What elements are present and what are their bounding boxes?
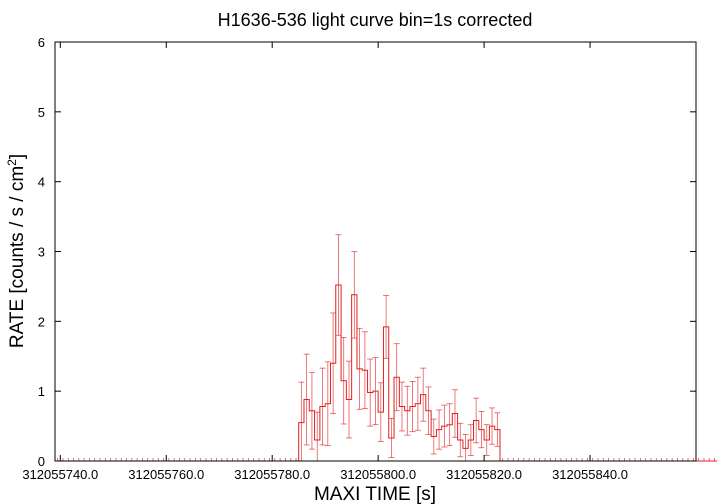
- x-tick-label: 312055840.0: [552, 467, 628, 482]
- y-tick-label: 5: [38, 105, 45, 120]
- y-tick-label: 1: [38, 384, 45, 399]
- x-tick-label: 312055780.0: [234, 467, 310, 482]
- y-tick-label: 4: [38, 175, 45, 190]
- plot-area: [55, 234, 718, 462]
- x-tick-label: 312055740.0: [22, 467, 98, 482]
- y-tick-label: 0: [38, 454, 45, 469]
- x-tick-label: 312055760.0: [128, 467, 204, 482]
- x-tick-label: 312055800.0: [340, 467, 416, 482]
- x-axis: 312055740.0 312055760.0 312055780.0 3120558…: [22, 42, 628, 482]
- x-axis-label: MAXI TIME [s]: [314, 484, 436, 504]
- y-tick-label: 3: [38, 245, 45, 260]
- chart-title: H1636-536 light curve bin=1s corrected: [218, 10, 533, 30]
- y-axis-label-main: RATE [counts / s / cm: [7, 166, 28, 348]
- y-tick-label: 2: [38, 314, 45, 329]
- y-axis-label: RATE [counts / s / cm2]: [5, 154, 28, 348]
- y-axis-label-close: ]: [7, 154, 28, 159]
- y-axis-label-superscript: 2: [5, 159, 19, 166]
- y-axis: 0 1 2 3 4 5 6: [38, 35, 696, 469]
- y-tick-label: 6: [38, 35, 45, 50]
- x-tick-label: 312055820.0: [446, 467, 522, 482]
